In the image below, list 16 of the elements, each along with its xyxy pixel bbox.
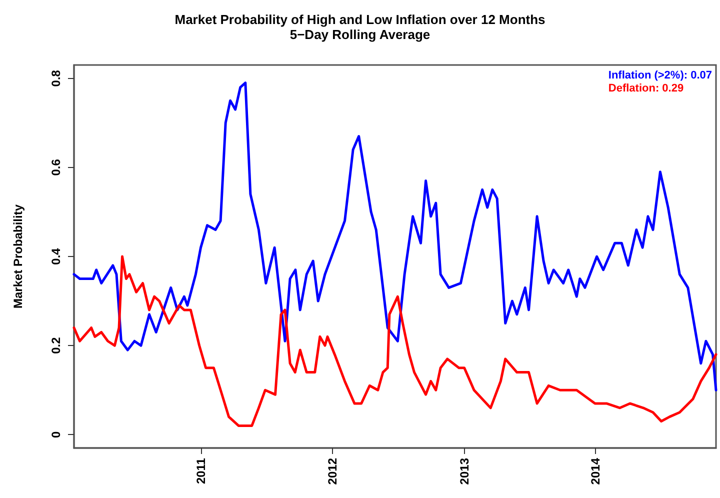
line-series [72, 255, 718, 427]
x-tick-label: 2011 [194, 458, 208, 484]
y-tick-label: 0 [49, 430, 63, 438]
y-tick-label: 0.8 [49, 70, 63, 87]
text: Inflation (>2%): 0.07 [608, 70, 712, 82]
y-tick-label: 0.6 [49, 158, 63, 176]
line-series [72, 82, 718, 392]
y-tick-label: 0.2 [49, 336, 63, 354]
x-tick-label: 2014 [588, 458, 603, 485]
chart-subtitle: 5−Day Rolling Average [290, 27, 430, 42]
y-axis-title: Market Probability [11, 204, 25, 309]
y-tick-label: 0.4 [49, 248, 63, 265]
x-tick-label: 2012 [326, 458, 340, 485]
x-tick-label: 2013 [457, 458, 472, 485]
chart-title: Market Probability of High and Low Inflation over 12 Months [174, 12, 546, 27]
text: Deflation: 0.29 [608, 82, 684, 94]
